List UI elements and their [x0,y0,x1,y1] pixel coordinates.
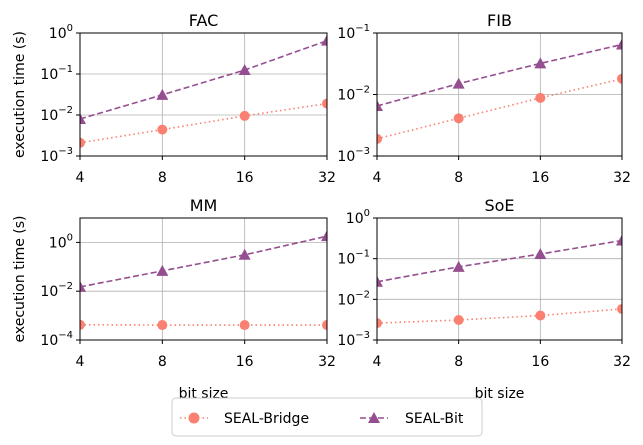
point-seal-bridge [239,320,250,331]
x-tick-label: 8 [454,354,463,370]
point-seal-bridge [535,310,546,321]
panel-title: SoE [484,196,514,215]
y-tick-label: 10−2 [40,105,73,124]
point-seal-bridge [617,303,622,314]
series-markers-seal-bit [80,230,327,292]
panel-fib: 4 8 16 32 10−3 10−2 10−1 FIB [337,11,630,186]
series-markers-seal-bridge [377,73,622,144]
x-tick-label: 4 [76,170,85,186]
y-tick-label: 10−2 [40,281,73,300]
point-seal-bridge [377,318,382,329]
legend-marker-seal-bit [368,412,380,423]
y-tick-label: 10−1 [40,64,73,83]
legend-label-seal-bit: SEAL-Bit [405,411,464,427]
point-seal-bit [156,264,169,276]
y-tick-label: 100 [49,23,73,42]
y-tick-label: 10−2 [337,85,370,104]
x-tick-label: 4 [76,354,85,370]
x-tick-label: 16 [236,354,254,370]
y-axis-label: execution time (s) [12,31,28,158]
point-seal-bit [321,230,327,242]
point-seal-bridge [535,92,546,103]
series-markers-seal-bit [377,234,622,287]
legend-label-seal-bridge: SEAL-Bridge [224,411,309,427]
y-tick-label: 10−2 [337,289,370,308]
point-seal-bridge [377,133,382,144]
x-tick-label: 32 [613,170,631,186]
point-seal-bit [616,234,622,246]
point-seal-bridge [322,98,327,109]
panel-title: FIB [487,11,512,30]
axes-frame [79,217,328,341]
point-seal-bridge [453,315,464,326]
panel-fac: 4 8 16 32 10−3 10−2 10−1 100 FAC execution time (… [12,11,336,186]
x-tick-label: 16 [236,170,254,186]
panel-title: FAC [189,11,219,30]
y-tick-label: 100 [346,208,370,227]
y-axis-label: execution time (s) [12,216,28,343]
y-tick-label: 10−3 [40,146,73,165]
series-line-seal-bridge [79,102,328,144]
y-tick-label: 10−4 [40,330,73,349]
axes-frame [376,217,623,341]
x-tick-label: 32 [318,170,336,186]
x-tick-label: 32 [318,354,336,370]
point-seal-bit [238,64,251,76]
legend-marker-seal-bridge [188,412,200,424]
x-tick-label: 8 [158,354,167,370]
x-tick-label: 4 [373,170,382,186]
legend: SEAL-Bridge SEAL-Bit [171,397,483,437]
axes-frame [79,32,328,157]
point-seal-bridge [80,319,85,330]
point-seal-bit [80,112,86,124]
series-markers-seal-bit [377,38,622,112]
point-seal-bit [534,248,547,260]
point-seal-bridge [157,320,168,331]
point-seal-bit [452,260,465,272]
legend-frame [171,397,483,437]
point-seal-bridge [239,110,250,121]
point-seal-bit [80,280,86,292]
y-tick-label: 10−1 [337,23,370,42]
x-tick-label: 32 [613,354,631,370]
series-markers-seal-bit [80,34,327,124]
point-seal-bridge [157,124,168,135]
point-seal-bit [534,57,547,69]
series-markers-seal-bridge [80,319,327,331]
point-seal-bridge [453,113,464,124]
point-seal-bit [156,88,169,100]
y-tick-label: 10−3 [337,330,370,349]
series-line-seal-bridge [376,78,623,140]
point-seal-bridge [80,137,85,148]
x-tick-label: 16 [531,354,549,370]
x-tick-label: 8 [454,170,463,186]
series-line-seal-bridge [376,308,623,324]
point-seal-bridge [322,320,327,331]
series-line-seal-bit [79,235,328,288]
series-line-seal-bit [376,239,623,283]
x-tick-label: 4 [373,354,382,370]
point-seal-bit [452,77,465,89]
y-tick-label: 10−1 [337,249,370,268]
series-markers-seal-bridge [377,303,622,329]
y-tick-label: 100 [49,232,73,251]
point-seal-bit [321,34,327,46]
point-seal-bit [238,248,251,260]
point-seal-bit [377,275,383,287]
x-axis-label: bit size [475,386,525,402]
point-seal-bit [616,38,622,50]
point-seal-bit [377,100,383,112]
x-tick-label: 16 [531,170,549,186]
panel-soe: 4 8 16 32 10−3 10−2 10−1 100 SoE bit size [337,196,630,402]
series-line-seal-bit [79,39,328,120]
x-tick-label: 8 [158,170,167,186]
series-markers-seal-bridge [80,98,327,148]
series-line-seal-bit [376,43,623,107]
point-seal-bridge [617,73,622,84]
panel-title: MM [190,196,218,215]
y-tick-label: 10−3 [337,146,370,165]
